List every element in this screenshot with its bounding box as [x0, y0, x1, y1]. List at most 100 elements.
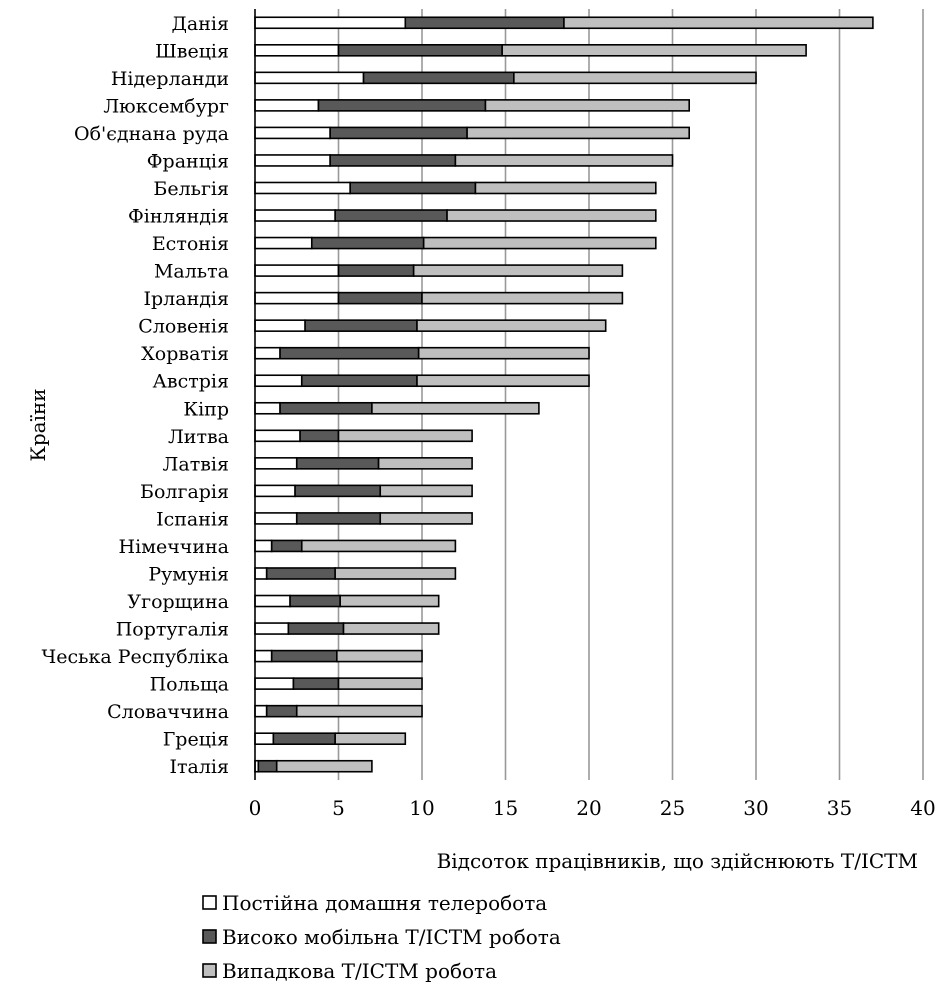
bar-segment-1: [254, 71, 365, 85]
category-label: Мальта: [154, 261, 229, 283]
category-label: Австрія: [153, 371, 229, 393]
category-label: Польща: [150, 674, 229, 696]
bar-segment-3: [416, 374, 590, 388]
bar-segment-1: [254, 732, 275, 745]
bar-segment-1: [254, 16, 407, 30]
bar-segment-1: [254, 539, 273, 553]
bar-segment-1: [254, 649, 273, 663]
bar-segment-3: [300, 539, 457, 553]
bar-segment-2: [292, 677, 340, 690]
bar-segment-2: [270, 539, 303, 553]
legend-label: Випадкова Т/ІСТМ робота: [222, 959, 497, 983]
legend-swatch: [202, 895, 217, 910]
x-tick-labels: 0 5 10 15 20 25 30 35 40: [249, 796, 936, 820]
bar-segment-2: [257, 759, 278, 773]
bar-segment-3: [339, 594, 440, 608]
bar-segment-2: [337, 264, 415, 277]
legend-label: Високо мобільна Т/ІСТМ робота: [222, 925, 561, 949]
category-label: Словаччина: [107, 701, 229, 723]
legend-swatch: [202, 963, 217, 978]
bar-segment-3: [334, 567, 457, 580]
bar-segment-3: [513, 71, 757, 85]
bar-segment-1: [254, 622, 290, 635]
bar-segment-3: [334, 732, 407, 745]
bar-segment-2: [287, 622, 345, 635]
category-label: Італія: [170, 756, 229, 778]
bar-segment-3: [416, 319, 607, 332]
bar-segment-3: [412, 264, 624, 277]
bar-segment-3: [417, 346, 590, 360]
bar-segment-2: [295, 512, 382, 525]
bar-segment-2: [279, 346, 420, 360]
x-tick-label: 30: [743, 796, 768, 820]
bars: [254, 16, 874, 773]
category-label: Хорватія: [141, 343, 229, 365]
bar-segment-1: [254, 429, 301, 443]
legend-swatch: [202, 929, 217, 944]
y-axis-title: Країни: [26, 388, 50, 461]
bar-segment-3: [371, 401, 540, 415]
bar-segment-2: [404, 16, 565, 30]
legend-label: Постійна домашня телеробота: [222, 891, 547, 915]
category-label: Франція: [147, 150, 229, 172]
bar-segment-3: [295, 704, 423, 718]
bar-segment-1: [254, 126, 331, 140]
bar-segment-1: [254, 44, 340, 57]
x-tick-label: 35: [827, 796, 852, 820]
bar-segment-2: [337, 291, 423, 305]
bar-segment-2: [299, 429, 340, 443]
category-label: Німеччина: [119, 536, 229, 558]
bar-segment-3: [342, 622, 440, 635]
bar-segment-2: [265, 567, 336, 580]
bar-segment-2: [317, 99, 487, 112]
bar-segment-2: [272, 732, 336, 745]
bar-segment-3: [422, 236, 657, 250]
bar-segment-1: [254, 236, 313, 250]
bar-segment-2: [300, 374, 418, 388]
category-label: Об'єднана руда: [74, 123, 229, 145]
bar-segment-3: [337, 677, 423, 690]
category-label: Болгарія: [140, 481, 229, 503]
category-label: Бельгія: [153, 178, 229, 200]
bar-segment-1: [254, 291, 340, 305]
bar-segment-1: [254, 677, 295, 690]
category-label: Кіпр: [183, 398, 229, 420]
bar-segment-3: [501, 44, 807, 57]
bar-segment-1: [254, 346, 281, 360]
category-label: Данія: [171, 13, 229, 35]
x-tick-label: 20: [576, 796, 601, 820]
bar-segment-2: [334, 209, 448, 222]
legend: Постійна домашня телеробота Високо мобіль…: [202, 891, 561, 983]
bar-segment-1: [254, 154, 331, 167]
category-labels: Данія Швеція Нідерланди Люксембург Об'єднана…: [42, 13, 230, 778]
x-tick-label: 10: [409, 796, 434, 820]
bar-segment-1: [254, 264, 340, 277]
bar-segment-1: [254, 704, 268, 718]
x-tick-label: 5: [332, 796, 345, 820]
category-label: Естонія: [152, 233, 229, 255]
bar-segment-1: [254, 374, 303, 388]
category-label: Чеська Республіка: [42, 646, 229, 668]
category-label: Греція: [163, 729, 229, 751]
category-label: Румунія: [148, 563, 229, 585]
x-tick-label: 40: [910, 796, 935, 820]
category-label: Фінляндія: [128, 206, 229, 228]
bar-segment-2: [329, 154, 457, 167]
x-tick-label: 25: [660, 796, 685, 820]
bar-segment-3: [275, 759, 373, 773]
bar-segment-1: [254, 484, 296, 498]
bar-segment-1: [254, 594, 291, 608]
bar-segment-2: [279, 401, 373, 415]
bar-segment-3: [379, 512, 473, 525]
x-axis-title: Відсоток працівників, що здійснюють Т/ІС…: [437, 849, 918, 873]
bar-segment-3: [377, 457, 473, 470]
bar-segment-2: [289, 594, 341, 608]
bar-segment-1: [254, 457, 298, 470]
bar-segment-3: [446, 209, 657, 222]
bar-segment-2: [295, 457, 380, 470]
bar-segment-1: [254, 209, 336, 222]
x-tick-label: 15: [493, 796, 518, 820]
x-tick-label: 0: [249, 796, 262, 820]
bar-segment-1: [254, 401, 281, 415]
bar-segment-3: [336, 649, 423, 663]
